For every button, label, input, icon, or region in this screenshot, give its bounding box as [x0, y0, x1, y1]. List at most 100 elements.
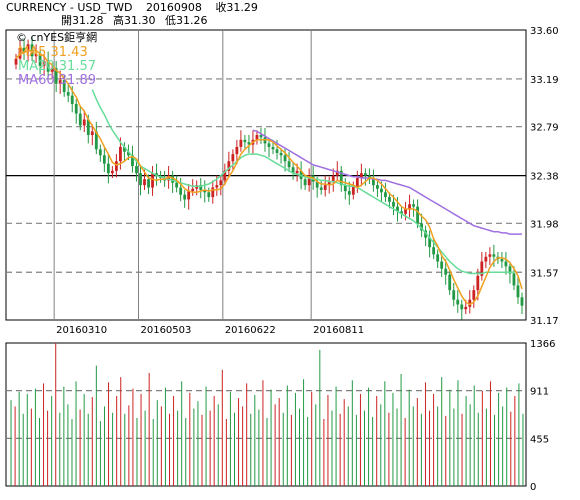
- candle-body: [476, 275, 480, 291]
- candle-body: [315, 181, 319, 188]
- candle-body: [231, 154, 235, 162]
- candle-body: [363, 173, 367, 176]
- price-y-tick-label: 32.79: [530, 123, 559, 134]
- candle-body: [171, 175, 175, 183]
- price-y-tick-label: 31.57: [530, 268, 559, 279]
- candle-body: [199, 185, 203, 190]
- candle-body: [388, 197, 391, 202]
- price-chart: 33.60 33.19 32.79 32.38 31.98 31.57 31.17 20160…: [5, 26, 559, 336]
- candle-body: [488, 254, 492, 257]
- candle-body: [404, 209, 407, 214]
- date-label: 20160908: [145, 1, 202, 14]
- candle-body: [98, 149, 102, 156]
- candle-body: [215, 185, 219, 188]
- candle-body: [335, 170, 339, 176]
- candle-body: [175, 182, 179, 188]
- candle-body: [347, 191, 351, 195]
- candle-body: [291, 167, 295, 174]
- symbol-label: CURRENCY - USD_TWD: [6, 1, 133, 14]
- candle-body: [247, 142, 251, 145]
- price-x-tick-label: 20160310: [56, 325, 107, 336]
- candle-body: [396, 206, 399, 212]
- candle-body: [30, 44, 34, 57]
- candle-body: [223, 170, 227, 181]
- candle-body: [275, 149, 279, 153]
- candle-body: [127, 151, 130, 156]
- candle-body: [380, 188, 383, 193]
- candle-body: [287, 161, 291, 168]
- volume-y-tick-label: 1366: [530, 339, 555, 350]
- ma5-line: [15, 49, 523, 306]
- candle-body: [187, 191, 191, 200]
- candle-body: [26, 44, 30, 52]
- candle-body: [235, 146, 239, 155]
- candle-body: [191, 188, 195, 192]
- candle-body: [307, 175, 311, 186]
- candle-body: [480, 261, 484, 276]
- legend-ma5: MA5 31.43: [18, 45, 88, 60]
- candle-body: [22, 47, 26, 52]
- candle-body: [428, 237, 432, 248]
- candle-body: [102, 155, 106, 164]
- candle-body: [42, 61, 46, 66]
- candle-body: [444, 268, 448, 275]
- volume-y-tick-label: 0: [530, 482, 536, 493]
- candle-body: [512, 273, 516, 286]
- candle-body: [456, 299, 460, 305]
- candle-body: [147, 179, 150, 188]
- candle-body: [432, 247, 436, 255]
- watermark-text: © cnYES鉅亨網: [16, 30, 97, 44]
- candle-body: [110, 170, 114, 174]
- candle-body: [123, 146, 126, 152]
- candle-body: [82, 119, 86, 126]
- candle-body: [54, 68, 58, 84]
- candle-body: [339, 170, 343, 186]
- candle-body: [267, 143, 271, 147]
- candle-body: [372, 179, 375, 186]
- candle-body: [46, 61, 50, 72]
- candle-body: [460, 304, 464, 310]
- candle-body: [106, 163, 110, 174]
- candle-body: [412, 204, 415, 207]
- candle-body: [448, 274, 452, 291]
- high-label: 高31.30: [113, 14, 156, 27]
- candle-body: [94, 131, 98, 150]
- candle-body: [520, 297, 524, 306]
- legend-ma60: MA60 31.89: [18, 73, 96, 88]
- candle-body: [239, 139, 243, 147]
- candle-body: [203, 189, 207, 193]
- candle-body: [516, 285, 520, 298]
- candle-body: [468, 299, 472, 307]
- volume-y-tick-label: 911: [530, 387, 549, 398]
- price-y-tick-label: 33.60: [530, 26, 559, 37]
- price-y-tick-label: 31.98: [530, 219, 559, 230]
- candle-body: [331, 175, 335, 182]
- candle-body: [50, 68, 54, 72]
- candle-body: [400, 211, 403, 214]
- candle-body: [114, 161, 118, 171]
- candle-body: [504, 261, 508, 267]
- legend-ma20: MA20 31.57: [18, 59, 96, 74]
- candle-body: [70, 95, 74, 104]
- candle-body: [179, 187, 183, 195]
- candle-body: [167, 175, 171, 181]
- price-x-tick-label: 20160622: [225, 325, 276, 336]
- candle-body: [243, 139, 247, 143]
- price-y-tick-label: 33.19: [530, 75, 559, 86]
- candle-body: [211, 187, 215, 198]
- candle-body: [271, 146, 275, 150]
- price-y-tick-label: 32.38: [530, 172, 559, 183]
- price-x-tick-label: 20160503: [140, 325, 191, 336]
- volume-y-tick-label: 455: [530, 434, 549, 445]
- candle-body: [255, 135, 259, 140]
- candle-body: [472, 290, 476, 300]
- candle-body: [259, 135, 263, 138]
- candle-body: [74, 103, 78, 114]
- candle-body: [343, 185, 347, 192]
- chart-header: CURRENCY - USD_TWD 20160908 收31.29 開31.2…: [6, 1, 566, 29]
- candle-body: [416, 206, 419, 224]
- candle-body: [319, 187, 323, 190]
- candle-body: [135, 166, 138, 174]
- candle-body: [66, 92, 70, 96]
